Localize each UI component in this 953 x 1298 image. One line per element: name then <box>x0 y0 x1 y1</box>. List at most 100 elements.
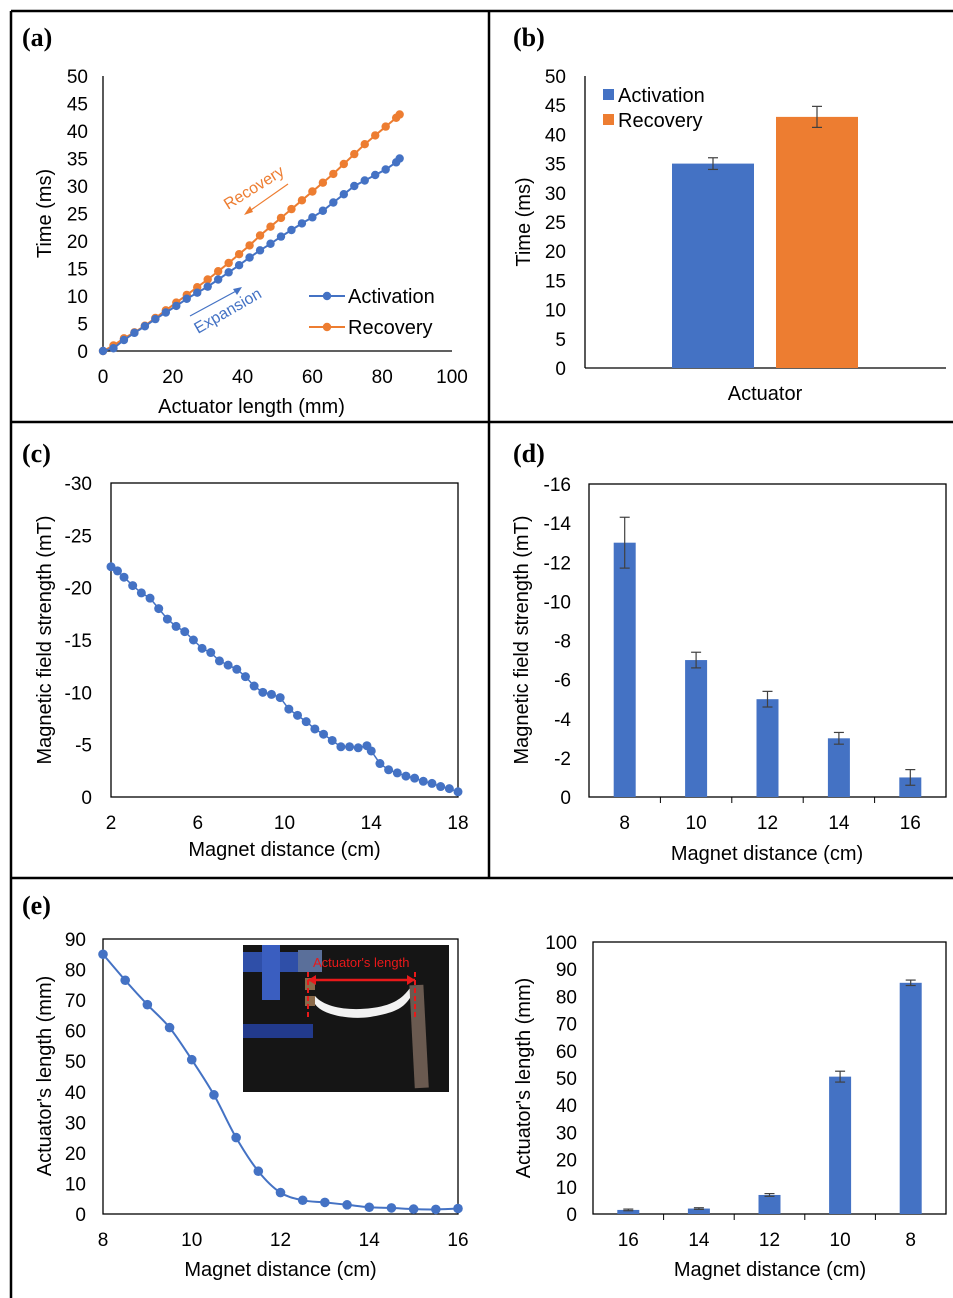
y-tick-label: 100 <box>545 933 577 954</box>
bar <box>829 1076 852 1214</box>
y-tick-label: 45 <box>545 96 566 117</box>
y-tick-label: 5 <box>555 330 566 351</box>
data-point-activation <box>172 301 181 311</box>
data-point-activation <box>266 239 275 248</box>
y-tick-label: 70 <box>65 991 86 1012</box>
data-point <box>301 717 311 727</box>
y-tick-label: 90 <box>556 960 577 981</box>
data-point <box>142 999 153 1010</box>
data-point <box>128 581 138 591</box>
x-axis-label: Magnet distance (cm) <box>671 843 863 865</box>
y-tick-label: 50 <box>67 67 88 88</box>
data-point <box>427 778 437 788</box>
y-tick-label: 0 <box>77 342 88 363</box>
y-tick-label: -6 <box>554 671 571 692</box>
x-tick-label: 100 <box>436 367 468 388</box>
y-axis-label: Time (ms) <box>34 169 56 258</box>
data-point <box>366 746 376 756</box>
series-line-recovery <box>102 113 401 352</box>
y-tick-label: 35 <box>545 155 566 176</box>
y-axis-label: Actuator's length (mm) <box>513 978 535 1179</box>
data-point <box>249 681 259 691</box>
data-point <box>206 648 216 658</box>
y-tick-label: 40 <box>545 125 566 146</box>
data-point <box>113 566 123 576</box>
data-point-activation <box>213 275 223 284</box>
data-point-recovery <box>339 159 349 169</box>
data-point <box>162 614 172 624</box>
data-point <box>392 768 402 778</box>
y-tick-label: -5 <box>75 736 92 757</box>
data-point-activation <box>255 246 265 255</box>
x-tick-label: 12 <box>270 1230 291 1251</box>
data-point-recovery <box>287 204 296 214</box>
y-tick-label: -10 <box>65 683 92 704</box>
data-point <box>364 1202 375 1213</box>
data-point <box>436 782 446 792</box>
panel-label-e: (e) <box>22 891 51 920</box>
x-tick-label: 2 <box>106 813 117 834</box>
data-point-recovery <box>308 187 317 196</box>
plot-frame <box>102 938 459 1215</box>
data-point <box>258 687 268 697</box>
data-point-activation <box>329 198 338 207</box>
y-tick-label: -4 <box>554 710 571 731</box>
x-tick-label: 12 <box>757 813 778 834</box>
data-point <box>106 562 116 572</box>
data-point-recovery <box>213 267 223 276</box>
bar <box>613 542 636 797</box>
y-tick-label: 25 <box>545 213 566 234</box>
y-tick-label: 0 <box>566 1205 577 1226</box>
data-point-recovery <box>371 131 380 140</box>
inset-label: Actuator's length <box>313 955 409 970</box>
x-tick-label: 60 <box>302 367 323 388</box>
data-point <box>453 787 463 797</box>
x-tick-label: 14 <box>688 1230 710 1251</box>
data-point <box>401 771 411 781</box>
data-point-activation <box>234 261 244 270</box>
data-point-activation <box>245 253 254 262</box>
y-tick-label: 35 <box>67 150 88 171</box>
y-tick-label: 20 <box>545 242 566 263</box>
x-axis-label: Actuator length (mm) <box>158 396 345 418</box>
x-axis-label: Magnet distance (cm) <box>188 839 380 861</box>
data-point-activation <box>130 328 139 338</box>
y-tick-label: 50 <box>545 67 566 88</box>
data-point-activation <box>297 219 307 228</box>
data-point-activation <box>224 268 233 277</box>
y-tick-label: 45 <box>67 95 88 116</box>
data-point-recovery <box>203 275 212 284</box>
data-point <box>120 975 130 986</box>
legend-marker <box>322 291 332 301</box>
data-point <box>410 773 420 783</box>
panel-label-c: (c) <box>22 439 51 468</box>
y-tick-label: 70 <box>556 1015 577 1036</box>
y-tick-label: -15 <box>65 631 92 652</box>
chart-b: 0 5 10 15 20 25 30 35 40 45 50 Actuator Time (ms) Act… <box>513 67 946 405</box>
x-tick-label: 18 <box>447 813 468 834</box>
data-point-recovery <box>297 196 307 205</box>
x-tick-label: 40 <box>232 367 253 388</box>
bar <box>899 777 922 797</box>
x-tick-label: 10 <box>274 813 295 834</box>
bar <box>756 699 779 797</box>
data-point <box>431 1204 441 1215</box>
bar <box>758 1194 781 1214</box>
x-tick-label: 20 <box>162 367 183 388</box>
x-tick-label: 14 <box>359 1230 381 1251</box>
x-tick-label: 8 <box>98 1230 109 1251</box>
data-point <box>336 742 346 752</box>
y-tick-label: 15 <box>67 260 88 281</box>
y-axis-label: Magnetic field strength (mT) <box>34 516 56 765</box>
data-point <box>145 593 155 603</box>
y-tick-label: 10 <box>67 287 88 308</box>
data-point-activation <box>395 154 404 163</box>
data-point <box>171 621 181 631</box>
x-axis-label: Magnet distance (cm) <box>674 1259 866 1281</box>
expansion-arrow-head <box>233 287 242 295</box>
data-point-activation <box>287 225 296 235</box>
y-tick-label: -16 <box>544 475 571 496</box>
data-point <box>253 1166 264 1177</box>
data-point <box>342 1200 352 1210</box>
